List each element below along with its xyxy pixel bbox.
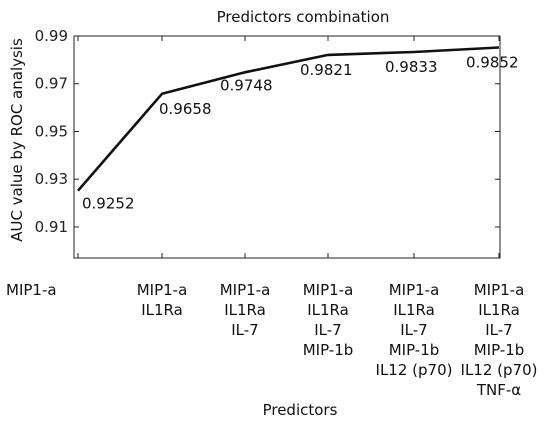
x-category-line: IL12 (p70) bbox=[376, 361, 453, 379]
data-label: 0.9821 bbox=[300, 61, 353, 79]
x-category-line: MIP1-a bbox=[6, 281, 57, 299]
x-category-line: MIP1-a bbox=[303, 281, 354, 299]
x-category-line: IL1Ra bbox=[307, 301, 349, 319]
data-label: 0.9852 bbox=[466, 53, 519, 71]
x-category-line: MIP1-a bbox=[474, 281, 525, 299]
x-category-line: MIP-1b bbox=[474, 341, 525, 359]
x-category-label: MIP1-a bbox=[6, 281, 57, 299]
x-category-line: MIP1-a bbox=[220, 281, 271, 299]
x-category-line: IL1Ra bbox=[224, 301, 266, 319]
x-category-line: IL-7 bbox=[485, 321, 512, 339]
y-axis-title: AUC value by ROC analysis bbox=[8, 38, 26, 242]
data-label: 0.9658 bbox=[159, 100, 212, 118]
x-category-line: MIP1-a bbox=[137, 281, 188, 299]
y-tick-label: 0.99 bbox=[35, 27, 68, 45]
x-axis-title: Predictors bbox=[263, 401, 338, 419]
x-category-label: MIP1-a IL1Ra IL-7 MIP-1b IL12 (p70) bbox=[376, 281, 453, 379]
y-tick-label: 0.93 bbox=[35, 170, 68, 188]
y-tick-label: 0.91 bbox=[35, 218, 68, 236]
x-category-line: MIP-1b bbox=[389, 341, 440, 359]
x-category-label: MIP1-a IL1Ra IL-7 MIP-1b IL12 (p70) TNF-α bbox=[461, 281, 538, 399]
series-line bbox=[77, 46, 500, 192]
x-category-line: TNF-α bbox=[476, 381, 521, 399]
data-label: 0.9748 bbox=[220, 76, 273, 94]
x-category-line: IL-7 bbox=[231, 321, 258, 339]
data-label: 0.9252 bbox=[82, 195, 135, 213]
data-label: 0.9833 bbox=[385, 58, 438, 76]
x-category-line: IL1Ra bbox=[478, 301, 520, 319]
chart-title: Predictors combination bbox=[217, 8, 390, 26]
x-category-line: MIP1-a bbox=[389, 281, 440, 299]
y-tick-label: 0.95 bbox=[35, 122, 68, 140]
x-category-line: IL-7 bbox=[314, 321, 341, 339]
plot-frame bbox=[73, 35, 501, 259]
x-category-label: MIP1-a IL1Ra IL-7 MIP-1b bbox=[303, 281, 354, 359]
y-tick-label: 0.97 bbox=[35, 75, 68, 93]
x-category-line: MIP-1b bbox=[303, 341, 354, 359]
x-category-label: MIP1-a IL1Ra IL-7 bbox=[220, 281, 271, 339]
x-category-line: IL1Ra bbox=[141, 301, 183, 319]
x-axis-categories: MIP1-a MIP1-a IL1Ra MIP1-a IL1Ra IL-7 MIP1-a IL… bbox=[6, 281, 537, 399]
x-category-line: IL1Ra bbox=[393, 301, 435, 319]
x-category-line: IL12 (p70) bbox=[461, 361, 538, 379]
x-category-label: MIP1-a IL1Ra bbox=[137, 281, 188, 319]
x-category-line: IL-7 bbox=[400, 321, 427, 339]
data-labels: 0.9252 0.9658 0.9748 0.9821 0.9833 0.9852 bbox=[82, 53, 519, 212]
y-axis-ticks: 0.91 0.93 0.95 0.97 0.99 bbox=[35, 27, 500, 258]
